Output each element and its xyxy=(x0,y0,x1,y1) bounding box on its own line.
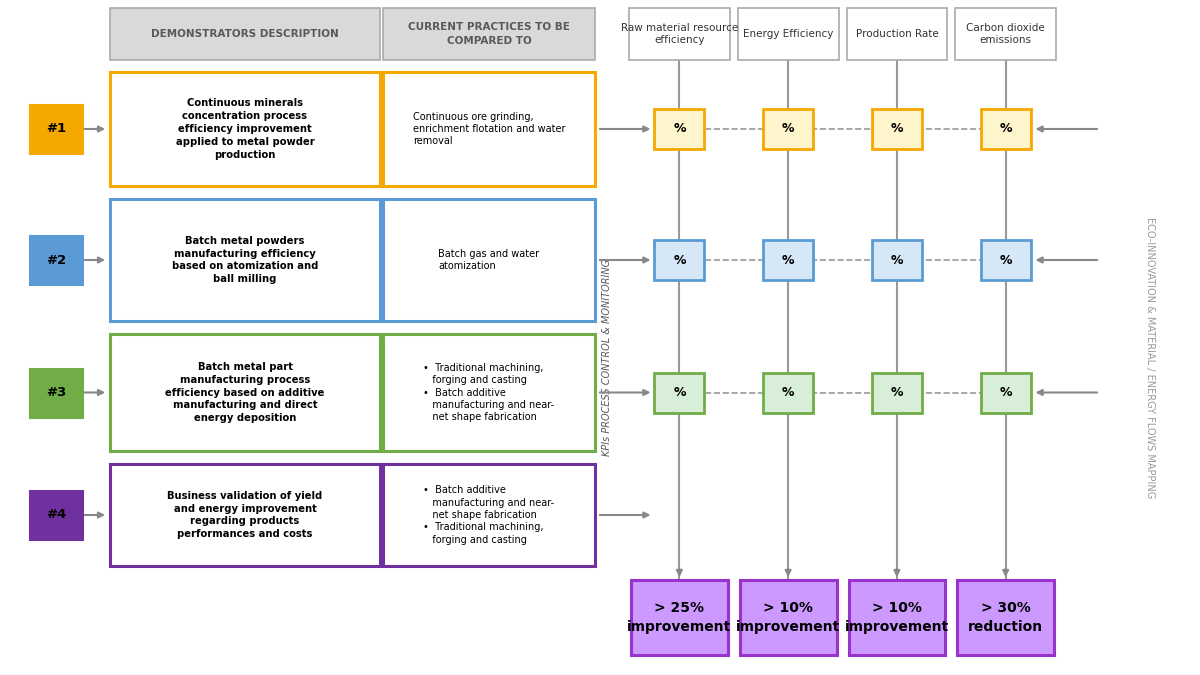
Bar xyxy=(872,240,922,280)
Text: Raw material resource
efficiency: Raw material resource efficiency xyxy=(620,23,738,45)
Bar xyxy=(30,105,82,153)
Bar xyxy=(110,72,380,186)
Bar xyxy=(980,373,1031,412)
Bar xyxy=(872,109,922,149)
Text: #2: #2 xyxy=(46,254,66,267)
Bar xyxy=(980,240,1031,280)
Bar xyxy=(955,8,1056,60)
Bar xyxy=(629,8,730,60)
Text: Batch metal part
manufacturing process
efficiency based on additive
manufacturin: Batch metal part manufacturing process e… xyxy=(166,362,325,423)
Text: %: % xyxy=(1000,122,1012,136)
Text: > 30%
reduction: > 30% reduction xyxy=(968,601,1043,634)
Text: > 10%
improvement: > 10% improvement xyxy=(736,601,840,634)
Text: %: % xyxy=(673,386,685,399)
Text: Continuous ore grinding,
enrichment flotation and water
removal: Continuous ore grinding, enrichment flot… xyxy=(413,111,565,146)
Text: •  Traditional machining,
   forging and casting
•  Batch additive
   manufactur: • Traditional machining, forging and cas… xyxy=(424,362,554,423)
Bar xyxy=(383,199,595,321)
Text: Continuous minerals
concentration process
efficiency improvement
applied to meta: Continuous minerals concentration proces… xyxy=(175,99,314,159)
Bar xyxy=(654,373,704,412)
Text: %: % xyxy=(890,122,904,136)
Text: > 10%
improvement: > 10% improvement xyxy=(845,601,949,634)
Text: Carbon dioxide
emissions: Carbon dioxide emissions xyxy=(966,23,1045,45)
Text: %: % xyxy=(1000,254,1012,267)
Bar xyxy=(30,491,82,539)
Bar xyxy=(30,369,82,416)
Text: #1: #1 xyxy=(46,122,66,136)
Text: Batch metal powders
manufacturing efficiency
based on atomization and
ball milli: Batch metal powders manufacturing effici… xyxy=(172,236,318,284)
Bar xyxy=(872,373,922,412)
Text: %: % xyxy=(673,122,685,136)
Text: #4: #4 xyxy=(46,508,66,522)
Bar xyxy=(848,580,946,655)
Text: > 25%
improvement: > 25% improvement xyxy=(628,601,732,634)
Bar xyxy=(383,464,595,566)
Bar xyxy=(383,72,595,186)
Text: %: % xyxy=(782,122,794,136)
Bar xyxy=(110,199,380,321)
Bar xyxy=(110,464,380,566)
Text: Batch gas and water
atomization: Batch gas and water atomization xyxy=(438,249,540,271)
Bar xyxy=(383,334,595,451)
Bar xyxy=(30,236,82,284)
Bar xyxy=(738,8,839,60)
Bar xyxy=(958,580,1054,655)
Bar xyxy=(846,8,947,60)
Text: %: % xyxy=(890,386,904,399)
Text: KPIs PROCESS CONTROL & MONITORING: KPIs PROCESS CONTROL & MONITORING xyxy=(602,259,612,456)
Text: %: % xyxy=(782,254,794,267)
Text: %: % xyxy=(890,254,904,267)
Text: Business validation of yield
and energy improvement
regarding products
performan: Business validation of yield and energy … xyxy=(167,491,323,539)
Text: CURRENT PRACTICES TO BE
COMPARED TO: CURRENT PRACTICES TO BE COMPARED TO xyxy=(408,22,570,46)
Bar xyxy=(763,373,814,412)
Bar xyxy=(631,580,727,655)
Text: %: % xyxy=(673,254,685,267)
Bar xyxy=(110,8,380,60)
Text: Energy Efficiency: Energy Efficiency xyxy=(743,29,833,39)
Text: %: % xyxy=(782,386,794,399)
Bar xyxy=(763,109,814,149)
Text: Production Rate: Production Rate xyxy=(856,29,938,39)
Text: #3: #3 xyxy=(46,386,66,399)
Bar xyxy=(654,240,704,280)
Bar xyxy=(739,580,836,655)
Text: ECO-INNOVATION & MATERIAL / ENERGY FLOWS MAPPING: ECO-INNOVATION & MATERIAL / ENERGY FLOWS… xyxy=(1145,217,1154,498)
Text: •  Batch additive
   manufacturing and near-
   net shape fabrication
•  Traditi: • Batch additive manufacturing and near-… xyxy=(424,485,554,545)
Text: %: % xyxy=(1000,386,1012,399)
Bar xyxy=(654,109,704,149)
Bar xyxy=(110,334,380,451)
Bar xyxy=(383,8,595,60)
Bar xyxy=(980,109,1031,149)
Text: DEMONSTRATORS DESCRIPTION: DEMONSTRATORS DESCRIPTION xyxy=(151,29,338,39)
Bar xyxy=(763,240,814,280)
